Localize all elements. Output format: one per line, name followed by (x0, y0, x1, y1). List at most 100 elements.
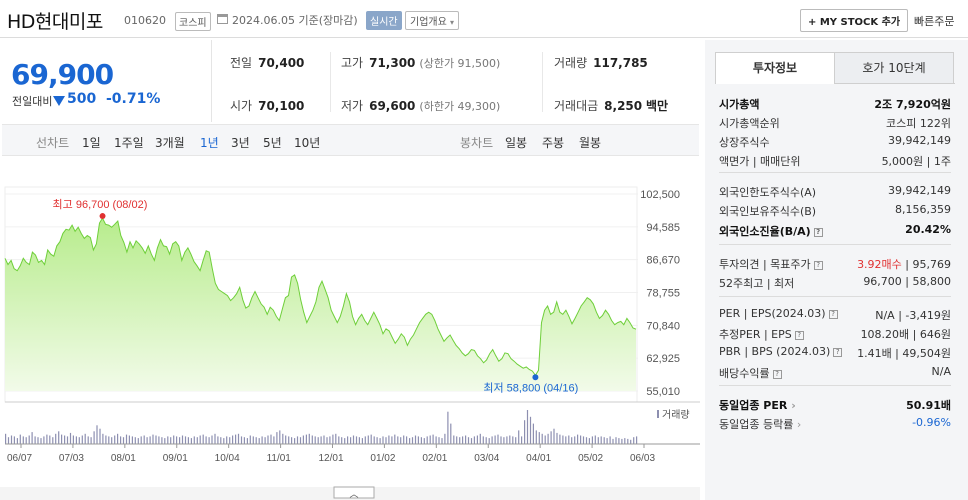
volume-bar (329, 436, 331, 445)
volume-bar (87, 436, 89, 445)
volume-bar (400, 437, 402, 444)
volume-bar (394, 434, 396, 444)
info-key: 동일업종 등락률 › (719, 418, 802, 431)
volume-bar (526, 410, 529, 444)
volume-bar (382, 436, 384, 445)
volume-bar (34, 436, 36, 445)
tab-order-book[interactable]: 호가 10단계 (834, 52, 954, 84)
range-10y[interactable]: 10년 (294, 136, 321, 150)
info-value: 50.91배 (906, 397, 951, 413)
volume-bar (506, 436, 508, 445)
volume-bar (476, 435, 478, 444)
info-key: 외국인소진율(B/A)? (719, 223, 823, 239)
y-axis-labels: 102,500 94,585 86,670 78,755 70,840 62,925 55,… (640, 189, 680, 398)
volume-bar (122, 437, 125, 444)
range-1y[interactable]: 1년 (200, 136, 219, 150)
high-point-marker (99, 213, 106, 220)
volume-bar (308, 433, 310, 444)
realtime-button[interactable]: 실시간 (366, 11, 402, 30)
volume-bar (518, 430, 520, 444)
info-value: 39,942,149 (888, 184, 951, 197)
volume-bar (49, 435, 51, 444)
price-chart[interactable]: 102,500 94,585 86,670 78,755 70,840 62,925 55,… (0, 157, 700, 500)
volume-bar (494, 435, 496, 444)
volume-bar (618, 438, 620, 444)
chevron-right-icon[interactable]: › (793, 418, 802, 431)
help-icon[interactable]: ? (813, 261, 823, 270)
volume-bar (237, 433, 240, 444)
lower-limit: (하한가 49,300) (419, 100, 501, 113)
range-3m[interactable]: 3개월 (155, 136, 185, 150)
help-icon[interactable]: ? (813, 228, 823, 237)
x-tick-label: 08/01 (111, 453, 136, 464)
info-tabs: 투자정보 호가 10단계 (715, 52, 955, 84)
x-axis-labels: 06/07 07/03 08/01 09/01 10/04 11/01 12/01 01/02… (7, 444, 655, 464)
volume-bar (10, 435, 13, 444)
quick-order-button[interactable]: 빠른주문 (914, 15, 955, 28)
volume-legend-swatch (657, 410, 659, 418)
volume-bar (158, 436, 160, 445)
volume-bar (453, 435, 455, 444)
prev-close-value: 70,400 (258, 56, 305, 70)
range-3y[interactable]: 3년 (231, 136, 250, 150)
volume-bar (276, 432, 278, 444)
tab-investment-info[interactable]: 투자정보 (715, 52, 835, 84)
market-badge: 코스피 (175, 12, 211, 31)
info-value: N/A (932, 365, 951, 378)
change-value: 500 (67, 91, 97, 107)
volume-bar (134, 437, 136, 444)
volume-bar (600, 436, 602, 445)
info-key: 시가총액 (719, 98, 760, 111)
volume-bar (66, 436, 69, 445)
volume-bar (173, 435, 175, 444)
range-5y[interactable]: 5년 (263, 136, 282, 150)
volume-bar (255, 437, 257, 444)
volume-bar (521, 436, 523, 445)
volume-bar (161, 437, 163, 444)
volume-bar (58, 431, 60, 445)
x-tick-label: 09/01 (163, 453, 188, 464)
volume-bar (406, 436, 408, 445)
volume-bar (473, 436, 475, 445)
volume-bar (459, 437, 461, 444)
value-text: 8,156,359 (895, 203, 951, 216)
volume-bar (603, 437, 605, 444)
high-value: 71,300 (369, 56, 416, 70)
help-icon[interactable]: ? (772, 370, 782, 379)
volume-bar (217, 436, 219, 445)
low-price: 저가 69,600 (하한가 49,300) (341, 97, 500, 114)
open-label: 시가 (230, 99, 253, 113)
volume-bar (438, 437, 440, 444)
y-tick-label: 70,840 (646, 320, 680, 332)
volume-bar (273, 436, 275, 445)
value-text: 39,942,149 (888, 134, 951, 147)
candle-monthly[interactable]: 월봉 (579, 136, 602, 150)
stock-header: HD현대미포 010620 코스피 2024.06.05 기준(장마감) 실시간… (0, 0, 968, 38)
volume-bar (252, 436, 254, 445)
help-icon[interactable]: ? (794, 331, 804, 340)
candle-daily[interactable]: 일봉 (505, 136, 528, 150)
volume-bar (5, 433, 7, 444)
x-tick-label: 07/03 (59, 453, 84, 464)
help-icon[interactable]: ? (833, 348, 843, 357)
volume-bar (379, 438, 381, 444)
volume-bar (338, 436, 340, 445)
line-chart-label: 선차트 (36, 136, 70, 150)
range-1w[interactable]: 1주일 (114, 136, 144, 150)
info-value: 5,000원 | 1주 (882, 153, 951, 169)
my-stock-add-button[interactable]: + MY STOCK 추가 (800, 9, 909, 32)
info-key: 외국인한도주식수(A) (719, 186, 817, 199)
info-key: 상장주식수 (719, 136, 770, 149)
volume-bar (314, 436, 316, 445)
chevron-right-icon[interactable]: › (787, 399, 796, 412)
help-icon[interactable]: ? (828, 310, 838, 319)
volume-bar (597, 437, 599, 444)
base-date: 2024.06.05 기준(장마감) (232, 14, 358, 27)
info-key: 외국인보유주식수(B) (719, 205, 817, 218)
volume-bar (403, 435, 405, 444)
volume-bar (347, 436, 349, 445)
corp-info-dropdown[interactable]: 기업개요 ▾ (405, 11, 460, 30)
range-1d[interactable]: 1일 (82, 136, 101, 150)
volume-bar (556, 432, 558, 444)
candle-weekly[interactable]: 주봉 (542, 136, 565, 150)
